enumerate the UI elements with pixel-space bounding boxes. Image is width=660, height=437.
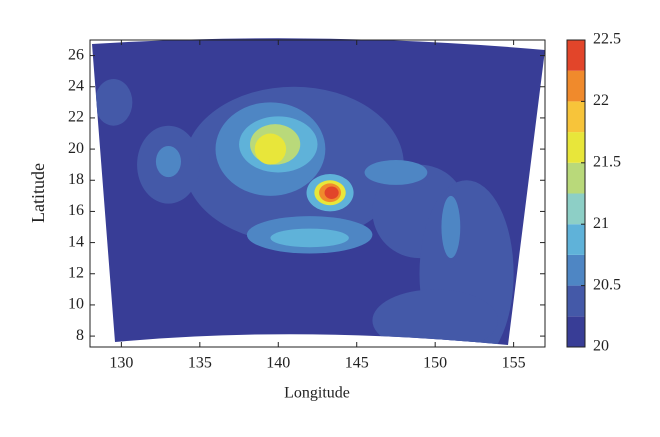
- y-tick-label: 12: [68, 264, 84, 281]
- colorbar-tick-label: 22: [593, 92, 609, 109]
- x-tick-label: 145: [345, 355, 369, 372]
- y-tick-label: 14: [68, 233, 84, 250]
- y-tick-label: 8: [76, 327, 84, 344]
- y-tick-label: 26: [68, 46, 84, 63]
- contour-region: [94, 78, 133, 126]
- x-tick-label: 155: [502, 355, 526, 372]
- colorbar-tick-label: 20: [593, 338, 609, 355]
- contour-region: [270, 228, 349, 248]
- colorbar-band: [567, 224, 585, 255]
- x-tick-label: 150: [423, 355, 447, 372]
- contour-region: [254, 133, 287, 165]
- colorbar-band: [567, 132, 585, 163]
- contour-region: [441, 195, 461, 259]
- contour-region: [155, 145, 181, 178]
- contour-region: [324, 186, 339, 199]
- colorbar-tick-label: 22.5: [593, 31, 621, 48]
- colorbar-band: [567, 101, 585, 133]
- colorbar-band: [567, 285, 585, 317]
- y-tick-label: 22: [68, 109, 84, 126]
- colorbar-tick-label: 21.5: [593, 153, 621, 170]
- colorbar-band: [567, 162, 585, 194]
- contour-field: [94, 78, 514, 346]
- contour-region: [364, 159, 428, 185]
- x-tick-label: 135: [188, 355, 212, 372]
- colorbar-frame: [566, 39, 586, 348]
- y-axis-label: Latitude: [28, 163, 48, 223]
- x-tick-label: 140: [266, 355, 290, 372]
- colorbar-band: [567, 193, 585, 225]
- colorbar-band: [567, 316, 585, 347]
- colorbar-band: [567, 70, 585, 102]
- colorbar-band: [567, 40, 585, 71]
- plot-frame: [89, 39, 546, 348]
- colorbar-tick-label: 21: [593, 215, 609, 232]
- x-tick-label: 130: [109, 355, 133, 372]
- y-tick-label: 20: [68, 140, 84, 157]
- x-axis-label: Longitude: [284, 385, 350, 402]
- colorbar-tick-label: 20.5: [593, 276, 621, 293]
- y-tick-label: 16: [68, 202, 84, 219]
- y-tick-label: 10: [68, 296, 84, 313]
- colorbar-band: [567, 254, 585, 286]
- contour-region: [372, 289, 498, 346]
- y-tick-label: 18: [68, 171, 84, 188]
- colorbar: 20 20.5 21 21.5 22 22.5: [566, 31, 621, 355]
- y-tick-label: 24: [68, 77, 84, 94]
